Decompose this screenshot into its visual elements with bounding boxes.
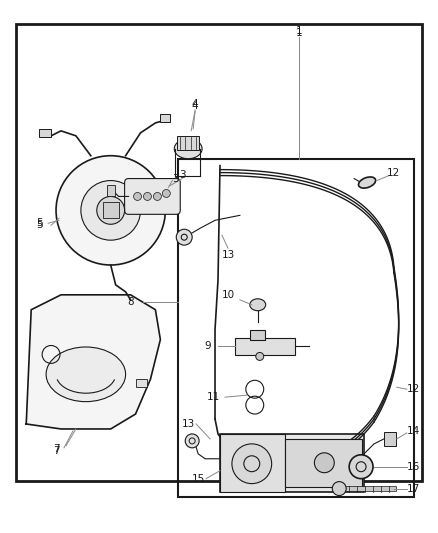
Bar: [107, 184, 115, 197]
Circle shape: [153, 192, 161, 200]
Bar: [178, 159, 414, 497]
Text: 3: 3: [179, 169, 186, 180]
Bar: [384, 432, 396, 446]
Text: 3: 3: [172, 174, 179, 183]
Circle shape: [185, 434, 199, 448]
Ellipse shape: [250, 299, 266, 311]
Circle shape: [97, 197, 124, 224]
Text: 1: 1: [296, 27, 303, 36]
Text: 12: 12: [407, 384, 420, 394]
Circle shape: [256, 352, 264, 360]
Circle shape: [162, 190, 170, 197]
Circle shape: [232, 444, 272, 483]
Text: 11: 11: [206, 392, 220, 402]
Text: 8: 8: [127, 297, 134, 307]
Bar: [39, 129, 51, 137]
Text: 13: 13: [182, 419, 195, 429]
Text: 7: 7: [53, 444, 60, 454]
Bar: [285, 439, 362, 487]
Bar: [220, 434, 364, 491]
Bar: [160, 114, 170, 122]
Circle shape: [81, 181, 141, 240]
Circle shape: [56, 156, 165, 265]
Circle shape: [314, 453, 334, 473]
Bar: [250, 329, 265, 340]
Bar: [177, 136, 199, 150]
Circle shape: [176, 229, 192, 245]
Ellipse shape: [358, 177, 376, 188]
Circle shape: [349, 455, 373, 479]
Circle shape: [144, 192, 152, 200]
Text: 7: 7: [53, 446, 60, 456]
FancyBboxPatch shape: [124, 179, 180, 214]
Text: 14: 14: [407, 426, 420, 436]
Bar: [135, 379, 148, 387]
Text: 10: 10: [221, 290, 234, 300]
Bar: [220, 434, 285, 491]
Text: 15: 15: [191, 474, 205, 483]
Text: 4: 4: [192, 101, 198, 111]
Text: 12: 12: [387, 167, 400, 177]
Bar: [235, 337, 294, 356]
Text: 17: 17: [407, 483, 420, 494]
Text: 16: 16: [407, 462, 420, 472]
Text: 5: 5: [36, 219, 42, 228]
Ellipse shape: [174, 139, 202, 159]
Text: 9: 9: [205, 342, 212, 351]
Bar: [16, 23, 422, 481]
Ellipse shape: [46, 347, 126, 402]
Polygon shape: [26, 295, 160, 429]
Text: 4: 4: [192, 99, 198, 109]
Circle shape: [134, 192, 141, 200]
Circle shape: [332, 482, 346, 496]
Bar: [103, 203, 119, 219]
Text: 13: 13: [221, 250, 235, 260]
Text: 5: 5: [36, 220, 42, 230]
Text: 1: 1: [296, 28, 303, 38]
